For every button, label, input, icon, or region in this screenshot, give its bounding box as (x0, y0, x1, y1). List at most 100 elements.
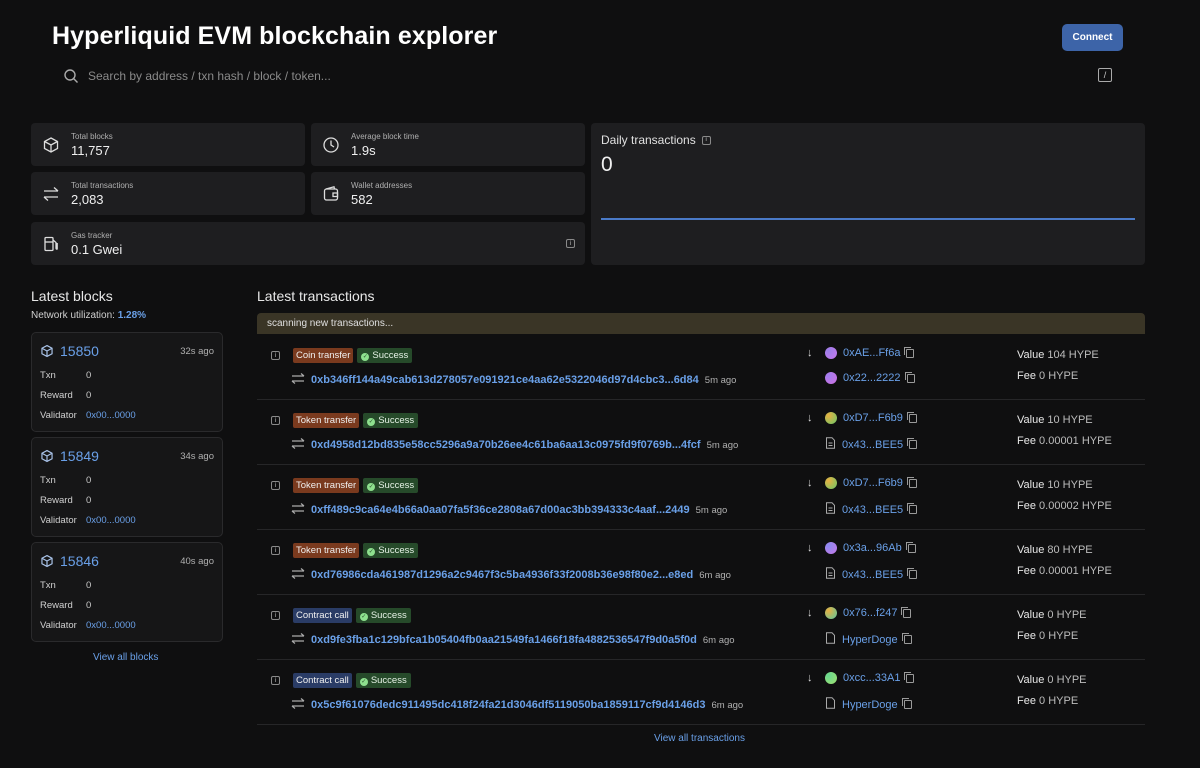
stat-value: 0.1 Gwei (71, 241, 123, 257)
reward-value: 0 (86, 495, 92, 506)
copy-icon[interactable] (907, 438, 918, 449)
cube-icon (40, 344, 54, 363)
view-all-blocks-link[interactable]: View all blocks (93, 652, 159, 663)
copy-icon[interactable] (906, 411, 917, 423)
to-address-link[interactable]: 0x43...BEE5 (842, 568, 904, 581)
to-address-link[interactable]: HyperDoge (842, 698, 898, 711)
tx-hash-link[interactable]: 0xd9fe3fba1c129bfca1b05404fb0aa21549fa14… (311, 634, 697, 646)
address-avatar-icon (825, 542, 837, 554)
block-card: 15849 34s ago Txn 0 Reward 0 Validator 0x00… (31, 437, 223, 537)
from-address-link[interactable]: 0x76...f247 (843, 607, 898, 619)
copy-icon[interactable] (904, 346, 915, 358)
to-address-link[interactable]: 0x43...BEE5 (842, 503, 904, 516)
token-contract-icon (825, 437, 836, 452)
block-number-link[interactable]: 15850 (60, 343, 99, 359)
fee-amount: 0.00002 HYPE (1039, 500, 1112, 512)
block-card: 15846 40s ago Txn 0 Reward 0 Validator 0x00… (31, 542, 223, 642)
arrow-down-icon: ↓ (807, 672, 813, 684)
network-utilization-label: Network utilization: (31, 310, 118, 321)
stat-value: 582 (351, 191, 373, 207)
transaction-row: i Contract call ✓ Success 0xd9fe3fba1c129bfc… (257, 595, 1145, 660)
info-icon[interactable]: i (701, 135, 711, 145)
txn-label: Txn (40, 475, 56, 486)
tx-fee: Fee 0.00001 HYPE (1017, 565, 1112, 577)
tx-value: Value 104 HYPE (1017, 349, 1099, 361)
block-card: 15850 32s ago Txn 0 Reward 0 Validator 0x00… (31, 332, 223, 432)
tx-hash-link[interactable]: 0xb346ff144a49cab613d278057e091921ce4aa6… (311, 374, 699, 386)
validator-link[interactable]: 0x00...0000 (86, 620, 136, 631)
daily-transactions-line (601, 218, 1135, 220)
block-number-link[interactable]: 15846 (60, 553, 99, 569)
copy-icon[interactable] (901, 606, 912, 618)
reward-label: Reward (40, 495, 73, 506)
transaction-icon (291, 566, 305, 584)
info-icon[interactable]: i (271, 546, 280, 555)
info-icon[interactable]: i (566, 239, 575, 248)
from-address-link[interactable]: 0xAE...Ff6a (843, 347, 901, 359)
from-address-link[interactable]: 0xD7...F6b9 (843, 477, 903, 489)
validator-link[interactable]: 0x00...0000 (86, 515, 136, 526)
validator-link[interactable]: 0x00...0000 (86, 410, 136, 421)
tx-type-badge: Contract call (293, 608, 352, 623)
info-icon[interactable]: i (271, 351, 280, 360)
txn-value: 0 (86, 580, 92, 591)
tx-fee: Fee 0.00002 HYPE (1017, 500, 1112, 512)
info-icon[interactable]: i (271, 481, 280, 490)
view-all-transactions-link[interactable]: View all transactions (654, 733, 745, 744)
status-label: Success (378, 480, 415, 491)
value-label: Value (1017, 479, 1045, 491)
copy-icon[interactable] (905, 541, 916, 553)
arrow-down-icon: ↓ (807, 412, 813, 424)
address-avatar-icon (825, 477, 837, 489)
copy-icon[interactable] (906, 476, 917, 488)
search-bar[interactable]: / (56, 60, 1126, 92)
block-age: 34s ago (180, 451, 214, 462)
status-label: Success (370, 610, 407, 621)
transaction-row: i Coin transfer ✓ Success 0xb346ff144a49cab6… (257, 335, 1145, 400)
copy-icon[interactable] (904, 371, 915, 383)
arrow-down-icon: ↓ (807, 542, 813, 554)
token-contract-icon (825, 502, 836, 517)
copy-icon[interactable] (904, 671, 915, 683)
to-address-link[interactable]: 0x43...BEE5 (842, 438, 904, 451)
cube-icon (40, 554, 54, 573)
fee-amount: 0 HYPE (1039, 695, 1079, 707)
tx-fee: Fee 0 HYPE (1017, 370, 1078, 382)
cube-icon (31, 136, 71, 154)
info-icon[interactable]: i (271, 416, 280, 425)
status-badge: ✓ Success (363, 543, 419, 558)
contract-icon (825, 632, 836, 647)
value-label: Value (1017, 349, 1045, 361)
info-icon[interactable]: i (271, 676, 280, 685)
check-icon: ✓ (359, 613, 368, 621)
info-icon[interactable]: i (271, 611, 280, 620)
tx-hash-link[interactable]: 0x5c9f61076dedc911495dc418f24fa21d3046df… (311, 699, 706, 711)
tx-hash-link[interactable]: 0xff489c9ca64e4b66a0aa07fa5f36ce2808a67d… (311, 504, 690, 516)
to-address-link[interactable]: 0x22...2222 (843, 372, 901, 384)
block-number-link[interactable]: 15849 (60, 448, 99, 464)
tx-hash-link[interactable]: 0xd76986cda461987d1296a2c9467f3c5ba4936f… (311, 569, 694, 581)
fee-label: Fee (1017, 435, 1036, 447)
validator-label: Validator (40, 410, 77, 421)
copy-icon[interactable] (907, 503, 918, 514)
value-label: Value (1017, 674, 1045, 686)
stat-label: Total blocks (71, 131, 113, 141)
status-label: Success (372, 350, 409, 361)
tx-value: Value 80 HYPE (1017, 544, 1093, 556)
from-address-link[interactable]: 0xcc...33A1 (843, 672, 901, 684)
tx-age: 5m ago (695, 504, 728, 516)
transaction-icon (291, 501, 305, 519)
stat-value: 1.9s (351, 142, 376, 158)
connect-button[interactable]: Connect (1062, 24, 1123, 51)
search-input[interactable] (88, 69, 1048, 83)
stat-label: Average block time (351, 131, 419, 141)
to-address-link[interactable]: HyperDoge (842, 633, 898, 646)
tx-hash-link[interactable]: 0xd4958d12bd835e58cc5296a9a70b26ee4c61ba… (311, 439, 701, 451)
from-address-link[interactable]: 0x3a...96Ab (843, 542, 902, 554)
slash-shortcut-icon: / (1098, 68, 1112, 82)
copy-icon[interactable] (901, 633, 912, 644)
from-address-link[interactable]: 0xD7...F6b9 (843, 412, 903, 424)
page-title: Hyperliquid EVM blockchain explorer (52, 22, 498, 50)
copy-icon[interactable] (907, 568, 918, 579)
copy-icon[interactable] (901, 698, 912, 709)
